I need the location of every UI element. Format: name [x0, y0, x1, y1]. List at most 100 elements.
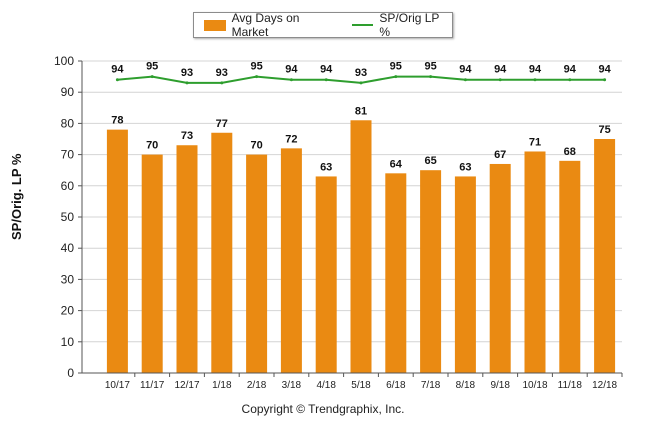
bar — [385, 173, 407, 373]
bar — [594, 139, 616, 373]
y-tick-label: 30 — [61, 272, 75, 286]
y-axis-label: SP/Orig. LP % — [9, 153, 24, 240]
legend-swatch-line — [351, 24, 374, 26]
axes — [81, 61, 622, 374]
line-data-label: 93 — [181, 67, 193, 79]
line-point — [533, 78, 537, 82]
bar-data-label: 63 — [320, 161, 332, 173]
line-point — [429, 75, 433, 79]
line-point — [463, 78, 467, 82]
y-tick-label: 20 — [61, 304, 75, 318]
x-tick-labels: 10/17 11/17 12/17 1/18 2/18 3/18 4/18 5/18 6/18 7… — [105, 373, 623, 391]
line-series — [115, 75, 607, 85]
x-tick-label: 12/17 — [174, 380, 199, 391]
x-tick-label: 6/18 — [386, 380, 406, 391]
legend-label-line: SP/Orig LP % — [379, 11, 440, 39]
line-point — [185, 81, 189, 85]
y-tick-label: 0 — [67, 366, 74, 380]
line-data-labels: 94 95 93 93 95 94 94 93 95 95 94 94 94 94 94 — [111, 61, 611, 79]
x-tick-label: 11/18 — [558, 380, 583, 391]
bar — [246, 154, 268, 373]
y-tick-label: 40 — [61, 241, 75, 255]
line-point — [115, 78, 119, 82]
line-point — [324, 78, 328, 82]
x-tick-label: 8/18 — [456, 380, 476, 391]
x-tick-label: 10/17 — [105, 380, 130, 391]
legend-swatch-bar — [204, 19, 226, 31]
copyright-text: Copyright © Trendgraphix, Inc. — [241, 402, 405, 416]
bar — [454, 176, 476, 373]
x-tick-label: 9/18 — [490, 380, 510, 391]
bar-data-label: 73 — [181, 130, 193, 142]
x-tick-label: 3/18 — [282, 380, 302, 391]
bar-data-label: 78 — [111, 115, 123, 127]
bar-data-label: 77 — [216, 118, 228, 130]
legend-item-bar: Avg Days on Market — [204, 11, 338, 39]
x-tick-label: 11/17 — [140, 380, 165, 391]
bar — [280, 148, 302, 373]
bar-data-label: 63 — [459, 161, 471, 173]
bar-data-label: 65 — [424, 155, 436, 167]
legend-item-line: SP/Orig LP % — [351, 11, 452, 39]
bar-data-label: 67 — [494, 149, 506, 161]
bar — [524, 151, 546, 373]
line-data-label: 95 — [250, 61, 262, 73]
bar — [315, 176, 337, 373]
line-data-label: 94 — [494, 64, 507, 76]
line-data-label: 95 — [146, 61, 158, 73]
x-tick-label: 4/18 — [316, 380, 336, 391]
x-tick-label: 2/18 — [247, 380, 267, 391]
line-data-label: 94 — [598, 64, 611, 76]
y-tick-label: 90 — [61, 85, 75, 99]
bar — [141, 154, 163, 373]
bar-data-label: 81 — [355, 105, 367, 117]
y-tick-labels: 0 10 20 30 40 50 60 70 80 90 100 — [54, 54, 74, 380]
line-point — [498, 78, 502, 82]
line-point — [255, 75, 259, 79]
line-data-label: 95 — [424, 61, 436, 73]
line-data-label: 94 — [459, 64, 472, 76]
line-data-label: 94 — [285, 64, 298, 76]
line-point — [289, 78, 293, 82]
bar-data-label: 70 — [146, 140, 158, 152]
bar-data-labels: 78 70 73 77 70 72 63 81 64 65 63 67 71 68 75 — [111, 105, 610, 173]
bar — [559, 160, 581, 373]
line-point — [150, 75, 154, 79]
bar — [489, 163, 511, 373]
bar — [211, 132, 233, 373]
y-tick-label: 10 — [61, 335, 75, 349]
line-point — [394, 75, 398, 79]
line-point — [359, 81, 363, 85]
bar-data-label: 64 — [390, 158, 403, 170]
line-point — [603, 78, 607, 82]
line-point — [220, 81, 224, 85]
line-data-label: 94 — [111, 64, 124, 76]
legend: Avg Days on Market SP/Orig LP % — [193, 11, 453, 39]
line-point — [568, 78, 572, 82]
bar-data-label: 72 — [285, 133, 297, 145]
legend-label-bar: Avg Days on Market — [231, 11, 300, 39]
bar — [106, 129, 128, 373]
y-tick-label: 60 — [61, 179, 75, 193]
bar-data-label: 68 — [564, 146, 576, 158]
line-data-label: 94 — [564, 64, 577, 76]
bar — [420, 170, 442, 373]
bar-data-label: 71 — [529, 136, 541, 148]
y-tick-label: 100 — [54, 54, 74, 68]
bar-series — [106, 120, 616, 373]
bar — [176, 145, 198, 373]
y-tick-label: 80 — [61, 116, 75, 130]
x-tick-label: 7/18 — [421, 380, 441, 391]
x-tick-label: 10/18 — [522, 380, 547, 391]
line-data-label: 94 — [320, 64, 333, 76]
line-data-label: 93 — [216, 67, 228, 79]
y-tick-label: 50 — [61, 210, 75, 224]
bar — [350, 120, 372, 373]
line-data-label: 95 — [390, 61, 402, 73]
y-tick-label: 70 — [61, 148, 75, 162]
line-data-label: 93 — [355, 67, 367, 79]
bar-data-label: 75 — [598, 124, 610, 136]
line-data-label: 94 — [529, 64, 542, 76]
x-tick-label: 12/18 — [592, 380, 617, 391]
